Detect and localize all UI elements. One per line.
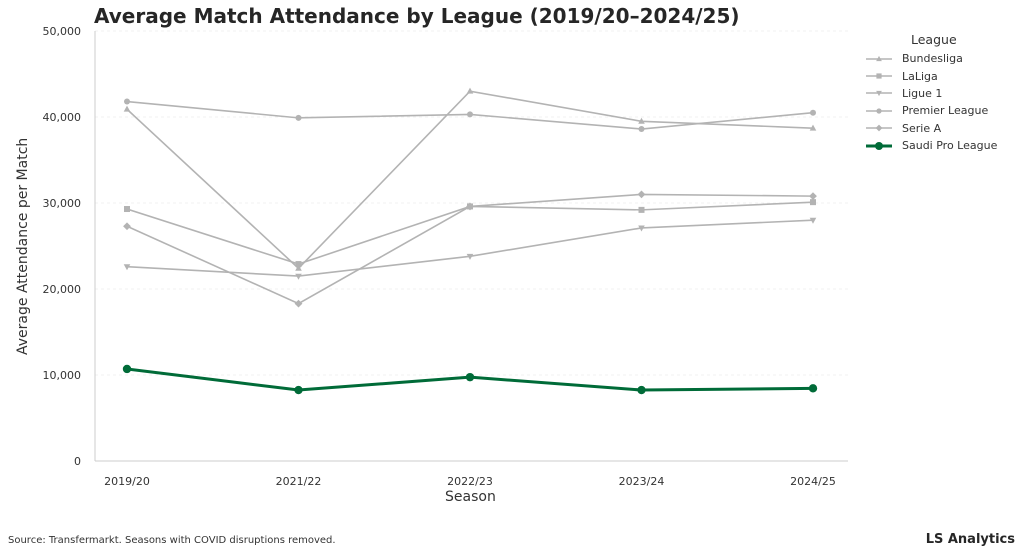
x-tick-label: 2023/24: [619, 475, 665, 488]
data-point-serie-a: [294, 299, 303, 308]
y-tick-label: 30,000: [43, 197, 82, 210]
x-axis-label: Season: [445, 489, 496, 505]
legend-item-laliga: LaLiga: [864, 67, 997, 84]
x-tick-label: 2024/25: [790, 475, 836, 488]
data-point-bundesliga: [466, 87, 474, 94]
legend-item-ligue-1: Ligue 1: [864, 85, 997, 102]
y-tick-label: 20,000: [43, 283, 82, 296]
source-note: Source: Transfermarkt. Seasons with COVI…: [8, 535, 336, 546]
data-point-serie-a: [466, 202, 474, 211]
data-point-saudi-pro-league: [808, 384, 818, 393]
series-saudi-pro-league: [122, 364, 818, 395]
x-tick-label: 2022/23: [447, 475, 493, 488]
legend-swatch-icon: [866, 91, 892, 97]
data-point-premier-league: [467, 111, 473, 118]
data-point-serie-a: [123, 222, 131, 231]
data-point-premier-league: [295, 114, 302, 121]
legend-swatch-icon: [866, 73, 892, 79]
data-point-saudi-pro-league: [294, 385, 303, 395]
data-point-saudi-pro-league: [465, 372, 475, 382]
legend-label: Bundesliga: [902, 52, 963, 66]
data-point-premier-league: [638, 126, 645, 133]
chart-title: Average Match Attendance by League (2019…: [94, 4, 740, 28]
data-point-ligue-1: [466, 253, 474, 260]
data-point-ligue-1: [295, 273, 302, 280]
data-point-premier-league: [124, 98, 130, 105]
data-point-bundesliga: [638, 117, 645, 124]
y-tick-label: 0: [74, 455, 81, 468]
legend-swatch-icon: [866, 141, 892, 150]
legend-label: Premier League: [902, 104, 989, 118]
series-line-ligue-1: [126, 219, 814, 277]
legend-item-bundesliga: Bundesliga: [864, 50, 997, 67]
legend-label: Serie A: [902, 121, 942, 135]
legend-swatch-icon: [866, 124, 892, 132]
series-line-serie-a: [126, 193, 814, 305]
data-point-laliga: [295, 261, 302, 268]
series-serie-a: [123, 190, 817, 308]
brand-label: LS Analytics: [925, 532, 1015, 547]
legend-item-premier-league: Premier League: [864, 102, 997, 119]
data-point-laliga: [638, 206, 645, 213]
y-tick-label: 50,000: [43, 25, 82, 38]
data-point-ligue-1: [638, 225, 645, 232]
data-point-serie-a: [637, 190, 646, 199]
series-ligue-1: [123, 217, 817, 280]
x-tick-label: 2019/20: [104, 475, 150, 488]
legend-label: Ligue 1: [902, 86, 943, 100]
data-point-saudi-pro-league: [637, 385, 646, 395]
legend-title: League: [911, 32, 957, 47]
data-point-serie-a: [809, 192, 817, 201]
legend-swatch-icon: [866, 108, 892, 114]
legend-label: LaLiga: [902, 69, 938, 83]
x-tick-label: 2021/22: [276, 475, 322, 488]
data-point-bundesliga: [295, 264, 302, 271]
data-point-saudi-pro-league: [122, 364, 132, 374]
legend-label: Saudi Pro League: [902, 139, 998, 153]
data-point-ligue-1: [809, 217, 817, 224]
series-premier-league: [124, 98, 816, 133]
data-point-laliga: [810, 199, 816, 206]
data-point-premier-league: [810, 109, 816, 116]
legend-item-serie-a: Serie A: [864, 120, 997, 137]
data-point-bundesliga: [123, 105, 131, 112]
data-point-ligue-1: [123, 264, 131, 271]
y-tick-label: 10,000: [43, 369, 82, 382]
y-axis-label: Average Attendance per Match: [15, 137, 31, 355]
y-tick-label: 40,000: [43, 111, 82, 124]
legend: League Bundesliga LaLiga Ligue 1 Premier Le…: [864, 32, 997, 154]
data-point-laliga: [124, 206, 130, 213]
data-point-bundesliga: [809, 124, 817, 131]
legend-swatch-icon: [866, 55, 892, 61]
legend-item-saudi-pro-league: Saudi Pro League: [864, 137, 997, 154]
